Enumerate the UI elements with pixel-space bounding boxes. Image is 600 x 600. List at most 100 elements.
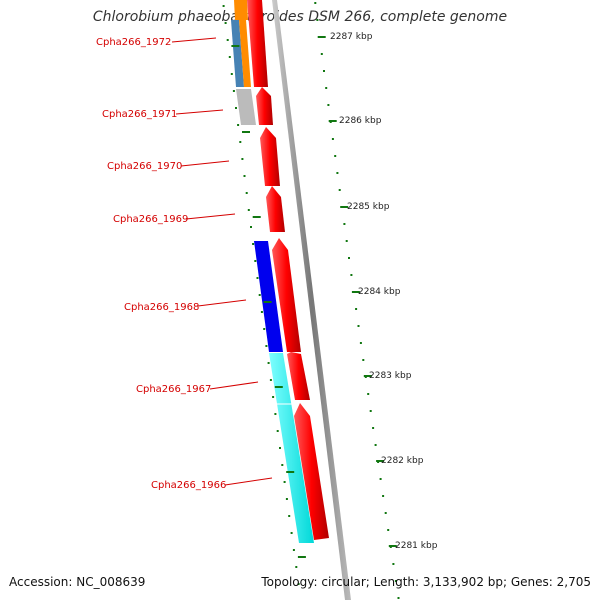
major-tick — [297, 556, 306, 558]
genome-backbone — [272, 0, 351, 600]
minor-tick — [279, 447, 281, 449]
minor-tick — [243, 175, 246, 177]
minor-tick — [334, 155, 337, 157]
cog-strip-orange — [239, 20, 251, 87]
minor-tick — [323, 70, 325, 72]
leader-line-1972 — [171, 37, 217, 43]
major-tick — [351, 291, 360, 293]
minor-tick — [281, 464, 284, 466]
leader-line-1966 — [224, 477, 273, 486]
minor-tick — [269, 379, 272, 381]
gene-arrow-1971[interactable] — [256, 87, 273, 125]
gene-arrow-1969[interactable] — [266, 186, 285, 232]
gene-label[interactable]: Cpha266_1966 — [151, 480, 226, 491]
gene-label[interactable]: Cpha266_1971 — [102, 109, 177, 120]
minor-tick — [367, 393, 370, 395]
minor-tick — [254, 260, 257, 262]
minor-tick — [272, 396, 275, 398]
minor-tick — [374, 444, 377, 446]
minor-tick — [369, 410, 372, 412]
gene-arrow-1967[interactable] — [287, 352, 310, 400]
gene-label[interactable]: Cpha266_1968 — [124, 302, 199, 313]
gene-label[interactable]: Cpha266_1967 — [136, 384, 211, 395]
minor-tick — [357, 325, 360, 327]
minor-tick — [247, 209, 250, 211]
minor-tick — [237, 124, 240, 126]
leader-line-1970 — [180, 160, 230, 167]
leader-line-1967 — [209, 381, 259, 390]
minor-tick — [274, 413, 277, 415]
minor-tick — [355, 308, 358, 310]
minor-tick — [290, 532, 293, 534]
leader-line-1969 — [185, 213, 236, 220]
major-tick — [317, 36, 326, 38]
minor-tick — [382, 495, 385, 497]
minor-tick — [256, 277, 259, 279]
minor-tick — [320, 53, 323, 55]
minor-tick — [327, 104, 330, 106]
minor-tick — [362, 359, 365, 361]
gene-arrow-1972[interactable] — [247, 0, 268, 87]
minor-tick — [245, 192, 248, 194]
minor-tick — [235, 107, 237, 109]
major-tick — [242, 131, 250, 133]
major-tick — [388, 545, 397, 547]
tick-marks — [222, 2, 400, 599]
leader-line-1971 — [175, 109, 224, 115]
minor-tick — [343, 223, 346, 225]
tick-label-kbp: 2282 kbp — [381, 456, 424, 466]
gene-label[interactable]: Cpha266_1969 — [113, 214, 188, 225]
tick-label-kbp: 2283 kbp — [369, 371, 412, 381]
minor-tick — [224, 22, 227, 24]
major-tick — [252, 216, 261, 218]
cog-strip-cyan — [269, 353, 314, 543]
gene-label[interactable]: Cpha266_1970 — [107, 161, 182, 172]
gene-arrow-1966[interactable] — [294, 403, 329, 540]
tick-label-kbp: 2286 kbp — [339, 116, 382, 126]
leader-line-1968 — [197, 299, 247, 307]
minor-tick — [336, 172, 339, 174]
minor-tick — [379, 478, 382, 480]
minor-tick — [331, 138, 334, 140]
map-title: Chlorobium phaeobacteroides DSM 266, com… — [92, 9, 508, 25]
minor-tick — [260, 311, 263, 313]
minor-tick — [263, 328, 266, 330]
topology-summary: Topology: circular; Length: 3,133,902 bp… — [261, 575, 591, 589]
minor-tick — [384, 512, 387, 514]
minor-tick — [241, 158, 244, 160]
tick-label-kbp: 2285 kbp — [347, 202, 390, 212]
cog-strip-blue — [254, 241, 283, 352]
minor-tick — [288, 515, 291, 517]
minor-tick — [250, 226, 252, 228]
tick-label-kbp: 2287 kbp — [330, 32, 373, 42]
minor-tick — [359, 342, 362, 344]
minor-tick — [265, 345, 268, 347]
cog-strip-gray — [236, 89, 256, 125]
tick-label-kbp: 2284 kbp — [358, 287, 401, 297]
major-tick — [274, 386, 283, 388]
major-tick — [328, 120, 337, 122]
minor-tick — [394, 580, 397, 582]
minor-tick — [267, 362, 270, 364]
minor-tick — [295, 566, 298, 568]
minor-tick — [230, 73, 233, 75]
minor-tick — [348, 257, 350, 259]
minor-tick — [226, 39, 229, 41]
major-tick — [286, 471, 295, 473]
minor-tick — [345, 240, 348, 242]
minor-tick — [392, 563, 395, 565]
major-tick — [263, 301, 272, 303]
gene-arrow-1970[interactable] — [260, 127, 280, 186]
gene-label[interactable]: Cpha266_1972 — [96, 37, 171, 48]
tick-label-kbp: 2281 kbp — [395, 541, 438, 551]
accession-text: Accession: NC_008639 — [9, 575, 146, 589]
major-tick — [231, 45, 240, 47]
cog-strip-orange-top — [234, 0, 248, 20]
minor-tick — [232, 90, 235, 92]
minor-tick — [258, 294, 261, 296]
minor-tick — [316, 19, 319, 21]
major-tick — [340, 206, 349, 208]
gene-arrow-1968[interactable] — [272, 238, 301, 352]
minor-tick — [292, 549, 295, 551]
